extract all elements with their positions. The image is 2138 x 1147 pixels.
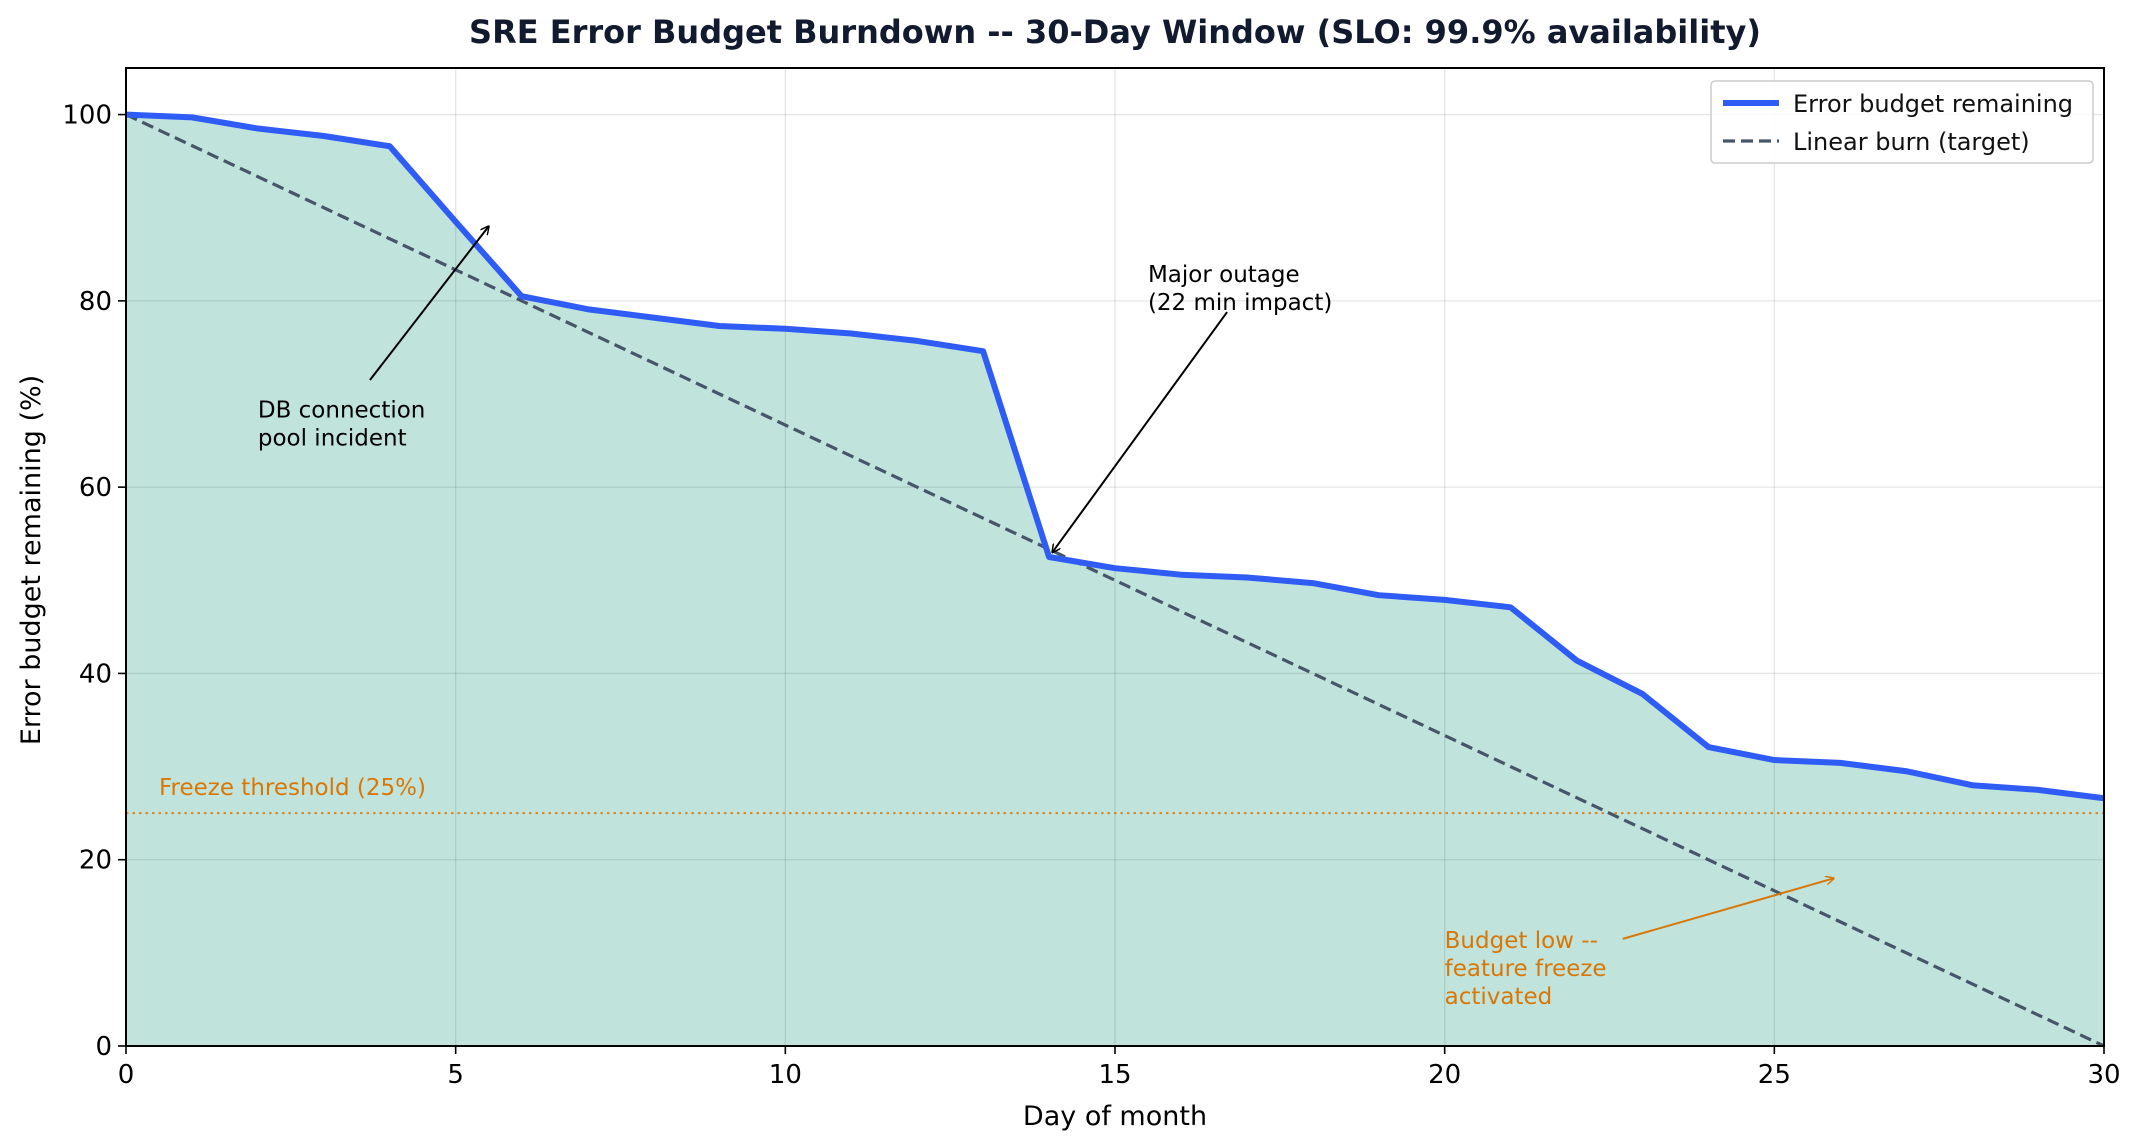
annotation-line: Major outage <box>1148 262 1300 288</box>
legend-box <box>1710 80 2094 164</box>
annotation-line: pool incident <box>258 425 407 451</box>
annotation-line: (22 min impact) <box>1148 290 1332 316</box>
annotation-line: activated <box>1445 984 1553 1010</box>
x-tick-label: 25 <box>1758 1060 1791 1090</box>
legend-label: Linear burn (target) <box>1793 128 2030 156</box>
annotation-label: Budget low --feature freeze activated <box>1445 928 1607 1010</box>
x-tick-label: 10 <box>769 1060 802 1090</box>
annotation-line: Budget low -- <box>1445 928 1598 954</box>
legend: Error budget remaining Linear burn (targe… <box>1710 80 2094 164</box>
annotation-arrow <box>1052 311 1228 552</box>
annotation-label: DB connection pool incident <box>258 397 426 451</box>
y-tick-label: 20 <box>79 846 112 876</box>
y-tick-label: 0 <box>95 1032 112 1062</box>
x-tick-label: 0 <box>118 1060 135 1090</box>
x-tick-label: 20 <box>1428 1060 1461 1090</box>
x-tick-label: 15 <box>1098 1060 1131 1090</box>
plot-area: Freeze threshold (25%) 0 5 10 15 20 25 30 0 20 40 6… <box>62 67 2121 1090</box>
chart-title: SRE Error Budget Burndown -- 30-Day Wind… <box>469 13 1761 51</box>
error-budget-line <box>125 111 2105 802</box>
y-axis-label: Error budget remaining (%) <box>16 375 47 745</box>
annotation-arrow <box>369 226 489 381</box>
x-axis-label: Day of month <box>1023 1101 1207 1132</box>
annotation-label: Major outage (22 min impact) <box>1148 262 1332 316</box>
y-tick-label: 40 <box>79 659 112 689</box>
x-tick-label: 30 <box>2087 1060 2120 1090</box>
annotation-arrow <box>1622 878 1834 940</box>
y-tick-label: 60 <box>79 473 112 503</box>
y-tick-label: 100 <box>62 101 112 131</box>
x-tick-label: 5 <box>447 1060 464 1090</box>
annotation-line: feature freeze <box>1445 956 1607 982</box>
y-tick-label: 80 <box>79 287 112 317</box>
annotation-line: DB connection <box>258 397 426 423</box>
legend-label: Error budget remaining <box>1793 90 2073 118</box>
freeze-threshold-label: Freeze threshold (25%) <box>159 775 426 801</box>
